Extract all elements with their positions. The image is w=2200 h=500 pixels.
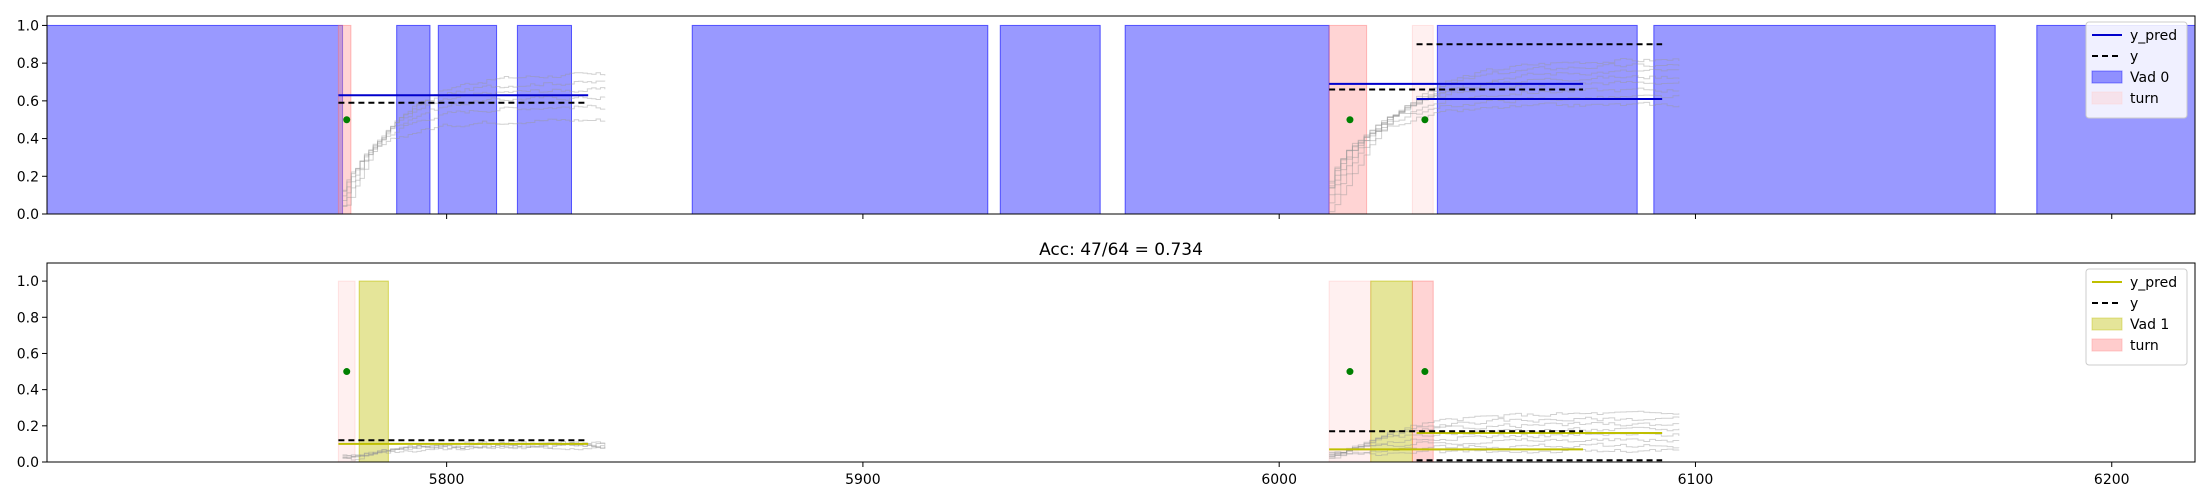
vad-span: [47, 24, 344, 214]
turn-point: [1421, 116, 1429, 124]
y-tick-label: 0.8: [17, 310, 39, 326]
legend-swatch-patch: [2091, 70, 2123, 84]
legend-label: turn: [2130, 91, 2159, 107]
vad-span: [358, 280, 389, 462]
legend-label: y_pred: [2130, 28, 2177, 44]
vad-span: [516, 24, 573, 214]
noise-trace: [342, 95, 606, 197]
noise-trace: [1329, 63, 1680, 204]
axes-title: Acc: 47/64 = 0.734: [1039, 240, 1203, 260]
y-tick-label: 0.6: [17, 346, 39, 362]
plot-area: [47, 24, 2195, 214]
noise-trace: [1329, 68, 1680, 196]
noise-trace: [1329, 101, 1680, 182]
turn-point: [1346, 116, 1354, 124]
y-tick-label: 0.0: [17, 455, 39, 471]
noise-trace: [1329, 75, 1680, 189]
vad-span: [437, 24, 498, 214]
y-tick-label: 0.4: [17, 132, 39, 148]
noise-trace: [342, 104, 606, 191]
noise-trace: [1329, 87, 1680, 184]
noise-trace: [342, 445, 606, 457]
legend-label: y: [2130, 49, 2138, 65]
legend-box: [2085, 21, 2188, 119]
y-tick-label: 0.2: [17, 169, 39, 185]
turn-point: [343, 368, 351, 376]
noise-trace: [1329, 448, 1680, 457]
noise-trace: [1329, 421, 1680, 453]
noise-trace: [1329, 410, 1680, 459]
x-tick-label: 6200: [2094, 472, 2130, 488]
x-tick-label: 6000: [1261, 472, 1297, 488]
noise-trace: [342, 118, 606, 192]
vad-span: [1653, 24, 1996, 214]
noise-trace: [342, 80, 606, 207]
bottom-axes: 0.0 0.2 0.4 0.6 0.8 1.0 5800 5900 6000 6100 6200 Ac…: [17, 240, 2196, 488]
x-tick-label: 5800: [429, 472, 465, 488]
legend-label: turn: [2130, 338, 2159, 354]
vad-span: [691, 24, 989, 214]
turn-point: [1421, 368, 1429, 376]
noise-trace: [1329, 438, 1680, 456]
noise-trace: [1329, 426, 1680, 458]
noise-trace: [342, 87, 606, 202]
legend-swatch-patch: [2091, 338, 2123, 352]
legend-label: y_pred: [2130, 275, 2177, 291]
legend-label: y: [2130, 296, 2138, 312]
vad-span: [1436, 24, 1638, 214]
vad-span: [999, 24, 1101, 214]
turn-point: [1346, 368, 1354, 376]
legend-label: Vad 1: [2130, 317, 2169, 333]
y-tick-label: 0.8: [17, 56, 39, 72]
turn-point: [343, 116, 351, 124]
y-tick-label: 0.4: [17, 383, 39, 399]
y-tick-label: 0.2: [17, 419, 39, 435]
noise-trace: [1329, 94, 1680, 187]
plot-area: [337, 280, 1680, 462]
noise-trace: [1329, 58, 1680, 213]
axes-frame: [46, 262, 2196, 463]
y-tick-label: 1.0: [17, 18, 39, 34]
noise-trace: [342, 443, 606, 459]
vad-span: [1124, 24, 1330, 214]
legend-swatch-patch: [2091, 91, 2123, 105]
legend-swatch-patch: [2091, 317, 2123, 331]
y-tick-label: 0.6: [17, 94, 39, 110]
axes-frame: [46, 15, 2196, 215]
x-tick-label: 6100: [1678, 472, 1714, 488]
noise-trace: [342, 72, 606, 207]
y-tick-label: 1.0: [17, 274, 39, 290]
legend-label: Vad 0: [2130, 70, 2169, 86]
x-tick-label: 5900: [845, 472, 881, 488]
noise-trace: [1329, 416, 1680, 459]
y-tick-label: 0.0: [17, 207, 39, 223]
